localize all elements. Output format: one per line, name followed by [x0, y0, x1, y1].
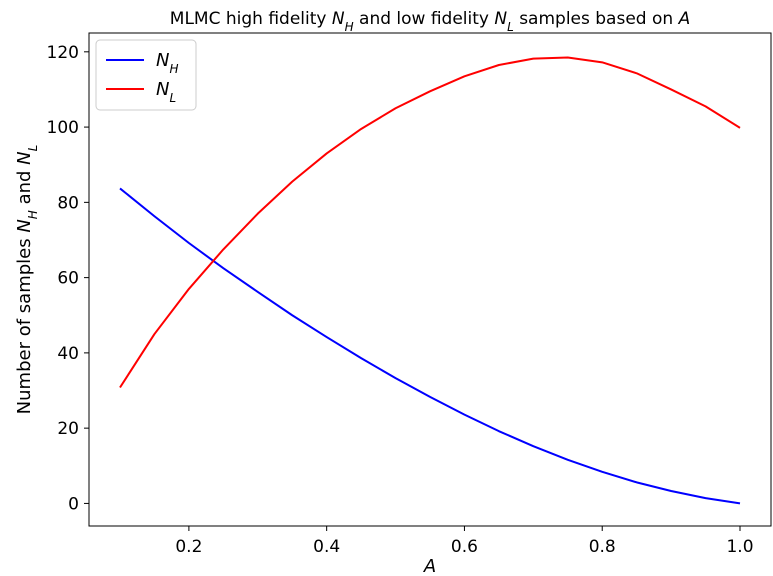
legend-box [95, 39, 197, 111]
legend-label-n-h: NH [156, 50, 179, 76]
y-tick-label: 120 [47, 43, 79, 63]
y-tick-label: 20 [57, 419, 79, 439]
series-layer [119, 56, 741, 505]
y-axis-label: Number of samples NH and NL [14, 145, 40, 415]
y-tick-label: 100 [47, 118, 79, 138]
plot-background [89, 33, 771, 526]
x-axis-label: A [423, 556, 436, 576]
y-tick-label: 60 [57, 269, 79, 289]
ticks-layer: 0.2 0.4 0.6 0.8 1.0 0 20 40 60 80 100 120 [47, 43, 754, 557]
y-tick-label: 40 [57, 344, 79, 364]
legend-label-n-l: NL [156, 79, 176, 105]
legend: NH NL [95, 39, 197, 111]
x-tick-label: 1.0 [726, 537, 753, 557]
plot-area [89, 33, 771, 526]
y-tick-label: 0 [68, 494, 79, 514]
series-line-n-h [119, 187, 741, 505]
x-tick-label: 0.6 [451, 537, 478, 557]
series-line-n-l [119, 56, 741, 389]
x-tick-label: 0.8 [589, 537, 616, 557]
axes-layer [88, 32, 772, 527]
y-tick-label: 80 [57, 193, 79, 213]
x-tick-label: 0.4 [313, 537, 340, 557]
chart-title: MLMC high fidelity NH and low fidelity N… [170, 9, 690, 34]
axes-frame [88, 32, 772, 527]
x-tick-label: 0.2 [175, 537, 202, 557]
